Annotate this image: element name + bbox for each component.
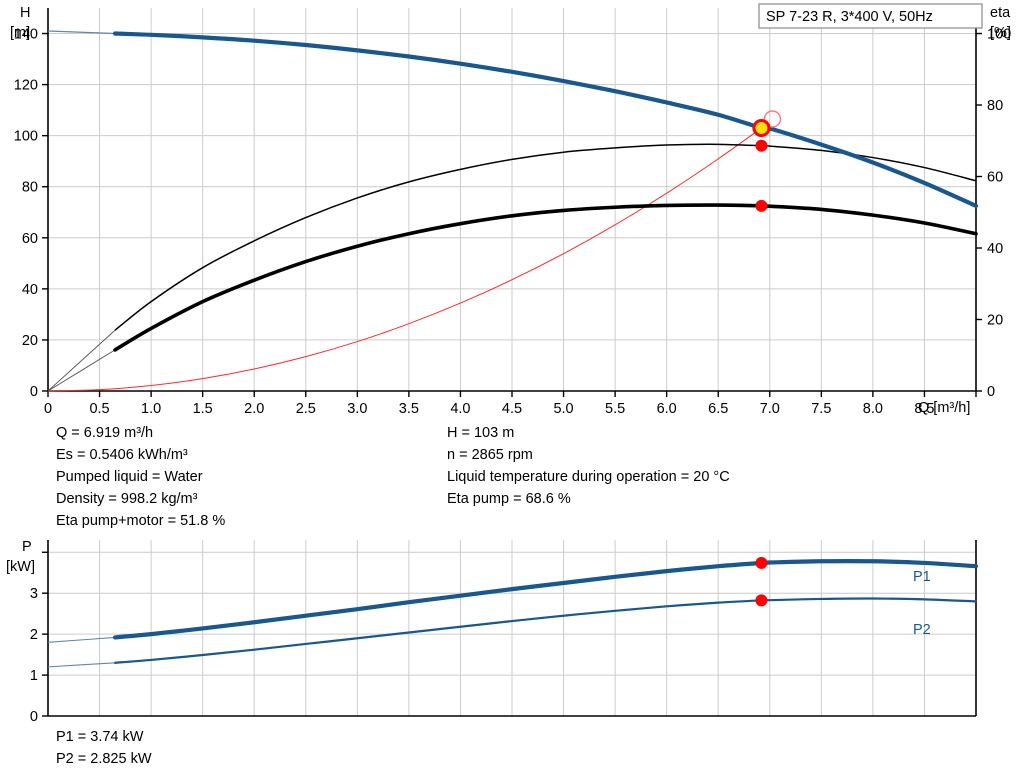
svg-text:1: 1 bbox=[30, 668, 38, 684]
head-curve bbox=[112, 31, 979, 208]
head-chart-gridlines bbox=[48, 8, 976, 391]
eta-pump-curve-thin bbox=[47, 329, 116, 392]
power-axis-label-line2: [kW] bbox=[6, 559, 35, 575]
p1-legend-label: P1 bbox=[913, 569, 931, 585]
svg-text:2.5: 2.5 bbox=[296, 401, 316, 417]
head-chart-markers bbox=[752, 110, 782, 212]
info-h: H = 103 m bbox=[447, 425, 514, 441]
svg-text:5.5: 5.5 bbox=[605, 401, 625, 417]
power-info-block: P1 = 3.74 kW P2 = 2.825 kW bbox=[56, 729, 152, 767]
p1-curve bbox=[112, 559, 979, 640]
eta-pump-motor-point bbox=[755, 199, 768, 212]
power-chart-tick-labels: 0 1 2 3 bbox=[30, 586, 38, 725]
eta-axis-label-line2: [%] bbox=[990, 25, 1011, 41]
svg-text:140: 140 bbox=[14, 27, 38, 43]
power-chart-gridlines bbox=[48, 540, 976, 716]
info-density: Density = 998.2 kg/m³ bbox=[56, 491, 198, 507]
svg-text:80: 80 bbox=[22, 180, 38, 196]
svg-text:100: 100 bbox=[987, 27, 1011, 43]
svg-text:0: 0 bbox=[30, 384, 38, 400]
eta-axis-label-line1: eta bbox=[990, 5, 1011, 21]
eta-pump-curve bbox=[114, 143, 977, 331]
svg-text:3: 3 bbox=[30, 586, 38, 602]
info-eta-pump-motor: Eta pump+motor = 51.8 % bbox=[56, 513, 225, 529]
p1-duty-point bbox=[755, 556, 768, 569]
svg-text:60: 60 bbox=[22, 231, 38, 247]
duty-point-halo bbox=[763, 110, 782, 128]
info-pumped-liquid: Pumped liquid = Water bbox=[56, 469, 203, 485]
p2-duty-point bbox=[755, 594, 768, 607]
q-axis-label: Q [m³/h] bbox=[918, 400, 970, 416]
power-axis-label-line1: P bbox=[22, 539, 32, 555]
svg-text:0: 0 bbox=[30, 709, 38, 725]
svg-text:1.0: 1.0 bbox=[141, 401, 161, 417]
duty-point bbox=[752, 119, 771, 138]
p2-curve-thin bbox=[47, 662, 116, 668]
eta-pump-point bbox=[755, 139, 768, 152]
power-chart: 0 1 2 3 P [kW] P1 P2 bbox=[6, 539, 979, 725]
svg-text:20: 20 bbox=[22, 333, 38, 349]
head-axis-label-line2: [m] bbox=[10, 25, 30, 41]
info-liquid-temp: Liquid temperature during operation = 20… bbox=[447, 469, 730, 485]
info-n: n = 2865 rpm bbox=[447, 447, 533, 463]
svg-text:20: 20 bbox=[987, 313, 1003, 329]
head-chart-tick-labels: 0 0.5 1.0 1.5 2.0 2.5 3.0 3.5 4.0 4.5 5.0 5.5 6.0 6.5… bbox=[14, 27, 1011, 417]
svg-text:0: 0 bbox=[987, 384, 995, 400]
svg-text:3.5: 3.5 bbox=[399, 401, 419, 417]
svg-text:100: 100 bbox=[14, 129, 38, 145]
svg-text:80: 80 bbox=[987, 98, 1003, 114]
svg-text:40: 40 bbox=[22, 282, 38, 298]
chart-title: SP 7-23 R, 3*400 V, 50Hz bbox=[766, 9, 933, 25]
info-p2: P2 = 2.825 kW bbox=[56, 751, 152, 767]
svg-text:0: 0 bbox=[44, 401, 52, 417]
info-p1: P1 = 3.74 kW bbox=[56, 729, 144, 745]
svg-text:0.5: 0.5 bbox=[89, 401, 109, 417]
power-chart-ticks bbox=[42, 551, 48, 717]
svg-text:4.0: 4.0 bbox=[450, 401, 470, 417]
svg-text:5.0: 5.0 bbox=[553, 401, 573, 417]
svg-text:7.0: 7.0 bbox=[760, 401, 780, 417]
svg-text:3.0: 3.0 bbox=[347, 401, 367, 417]
eta-pump-motor-curve bbox=[113, 203, 978, 352]
head-curve-thin bbox=[47, 30, 116, 35]
info-q: Q = 6.919 m³/h bbox=[56, 425, 153, 441]
p2-curve bbox=[113, 597, 978, 664]
head-efficiency-chart: 0 0.5 1.0 1.5 2.0 2.5 3.0 3.5 4.0 4.5 5.0 5.5 6.0 6.5… bbox=[10, 3, 1011, 417]
svg-text:6.5: 6.5 bbox=[708, 401, 728, 417]
info-es: Es = 0.5406 kWh/m³ bbox=[56, 447, 188, 463]
svg-text:2: 2 bbox=[30, 627, 38, 643]
svg-text:8.5: 8.5 bbox=[914, 401, 934, 417]
eta-pump-motor-curve-thin bbox=[47, 349, 116, 392]
svg-text:4.5: 4.5 bbox=[502, 401, 522, 417]
svg-text:60: 60 bbox=[987, 170, 1003, 186]
power-chart-markers bbox=[755, 556, 768, 607]
svg-text:7.5: 7.5 bbox=[811, 401, 831, 417]
title-box bbox=[758, 3, 983, 29]
p2-legend-label: P2 bbox=[913, 622, 931, 638]
svg-text:8.0: 8.0 bbox=[863, 401, 883, 417]
svg-text:2.0: 2.0 bbox=[244, 401, 264, 417]
p1-curve-thin bbox=[47, 636, 116, 643]
head-axis-label-line1: H bbox=[20, 5, 30, 21]
info-eta-pump: Eta pump = 68.6 % bbox=[447, 491, 571, 507]
info-block: Q = 6.919 m³/h Es = 0.5406 kWh/m³ Pumped… bbox=[56, 425, 730, 529]
head-chart-ticks bbox=[42, 32, 982, 397]
svg-text:40: 40 bbox=[987, 241, 1003, 257]
svg-text:1.5: 1.5 bbox=[193, 401, 213, 417]
svg-text:6.0: 6.0 bbox=[657, 401, 677, 417]
system-curve bbox=[47, 127, 762, 392]
svg-text:120: 120 bbox=[14, 78, 38, 94]
